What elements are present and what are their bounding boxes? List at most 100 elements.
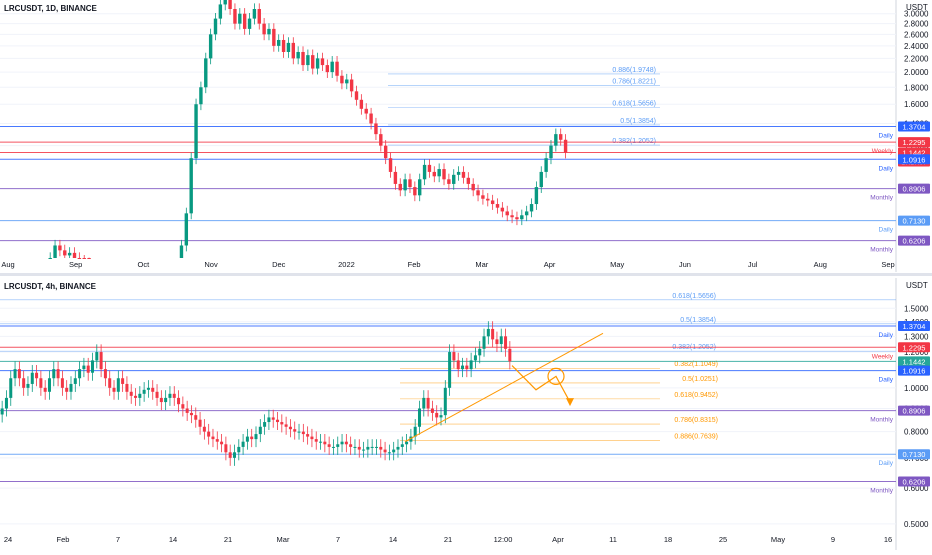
- price-tag-bg[interactable]: [898, 476, 930, 487]
- candle-body: [392, 449, 396, 453]
- y-tick-label: 2.4000: [904, 42, 929, 51]
- candle-body: [271, 417, 275, 420]
- candle-body: [490, 200, 495, 205]
- fib-label-orange: 0.382(1.1049): [674, 361, 718, 368]
- candle-body: [142, 389, 146, 394]
- candle-body: [103, 369, 107, 379]
- candle-body: [95, 352, 99, 361]
- candle-body: [116, 378, 120, 392]
- candle-body: [473, 355, 477, 361]
- candle-body: [478, 348, 482, 356]
- candle-body: [430, 408, 434, 413]
- candle-body: [30, 372, 34, 384]
- candle-body: [164, 397, 168, 403]
- x-tick-label: 24: [4, 535, 12, 544]
- candle-body: [447, 179, 451, 184]
- candle-body: [228, 0, 232, 10]
- x-tick-label: 25: [719, 535, 727, 544]
- price-tag-value: 1.2295: [903, 343, 926, 352]
- candle-body: [499, 336, 503, 345]
- candle-body: [510, 215, 514, 218]
- price-tag-bg[interactable]: [898, 137, 930, 148]
- x-tick-label: Apr: [552, 535, 564, 544]
- candle-body: [349, 79, 354, 92]
- price-tag-bg[interactable]: [898, 365, 930, 376]
- candle-body: [208, 34, 213, 59]
- price-tag-bg[interactable]: [898, 215, 930, 226]
- projection-circle[interactable]: [547, 367, 565, 385]
- chart-title: LRCUSDT, 4h, BINANCE: [4, 282, 97, 291]
- y-tick-label: 1.8000: [904, 83, 929, 92]
- price-tag-bg[interactable]: [898, 449, 930, 460]
- price-tag-bg[interactable]: [898, 320, 930, 331]
- price-tag-value: 1.0916: [903, 155, 926, 164]
- candle-body: [345, 79, 349, 84]
- candle-body: [471, 183, 475, 191]
- candle-body: [310, 436, 314, 440]
- price-tag-bg[interactable]: [898, 235, 930, 246]
- candle-body: [194, 415, 198, 420]
- chart-title: LRCUSDT, 1D, BINANCE: [4, 4, 98, 13]
- candle-body: [199, 87, 203, 105]
- fib-label: 0.5(1.3854): [620, 118, 656, 125]
- sr-level-tag: Daily: [879, 332, 894, 339]
- candle-body: [22, 378, 26, 388]
- price-tag-bg[interactable]: [898, 183, 930, 194]
- fib-label-orange: 0.5(1.0251): [682, 376, 718, 383]
- price-tag-bg[interactable]: [898, 154, 930, 165]
- candle-body: [422, 397, 426, 409]
- fib-label-orange: 0.886(0.7639): [674, 434, 718, 441]
- candle-body: [539, 171, 543, 188]
- x-tick-label: Sep: [881, 260, 894, 269]
- candle-body: [534, 187, 539, 205]
- x-tick-label: 16: [884, 535, 892, 544]
- candle-body: [168, 393, 172, 398]
- x-tick-label: 21: [444, 535, 452, 544]
- price-tag-bg[interactable]: [898, 342, 930, 353]
- candle-body: [43, 387, 47, 392]
- candle-body: [242, 13, 247, 29]
- candle-body: [284, 424, 288, 427]
- candle-body: [254, 434, 258, 440]
- candle-body: [524, 211, 529, 216]
- candle-body: [408, 179, 412, 188]
- candle-body: [456, 171, 461, 175]
- candle-body: [426, 397, 430, 409]
- candle-body: [319, 441, 323, 443]
- candle-body: [461, 365, 465, 370]
- x-tick-label: Oct: [138, 260, 151, 269]
- candle-body: [359, 99, 364, 109]
- projection-path[interactable]: [511, 365, 571, 403]
- candle-body: [366, 446, 370, 450]
- candle-body: [288, 426, 292, 430]
- candle-body: [353, 446, 357, 448]
- candle-body: [99, 352, 103, 370]
- pane-separator[interactable]: [0, 273, 932, 276]
- candle-body: [78, 369, 82, 379]
- y-tick-label: 3.0000: [904, 10, 929, 19]
- candle-body: [383, 145, 388, 159]
- candle-body: [393, 171, 398, 184]
- x-tick-label: 2022: [338, 260, 355, 269]
- price-tag-bg[interactable]: [898, 405, 930, 416]
- x-tick-label: Feb: [57, 535, 70, 544]
- x-tick-label: May: [610, 260, 624, 269]
- candle-body: [549, 145, 553, 159]
- candle-body: [383, 449, 387, 453]
- candle-body: [267, 28, 271, 35]
- candle-body: [357, 446, 361, 450]
- x-tick-label: May: [771, 535, 785, 544]
- candle-body: [267, 417, 271, 423]
- candle-body: [396, 446, 400, 450]
- candle-body: [213, 18, 218, 35]
- trendline[interactable]: [404, 332, 604, 443]
- price-tag-bg[interactable]: [898, 121, 930, 132]
- price-tag-value: 0.6206: [903, 477, 926, 486]
- y-tick-label: 1.3000: [904, 332, 929, 341]
- candle-body: [204, 58, 208, 88]
- candle-body: [286, 42, 291, 52]
- x-tick-label: Mar: [277, 535, 290, 544]
- candle-body: [311, 55, 315, 69]
- candle-body: [400, 444, 404, 447]
